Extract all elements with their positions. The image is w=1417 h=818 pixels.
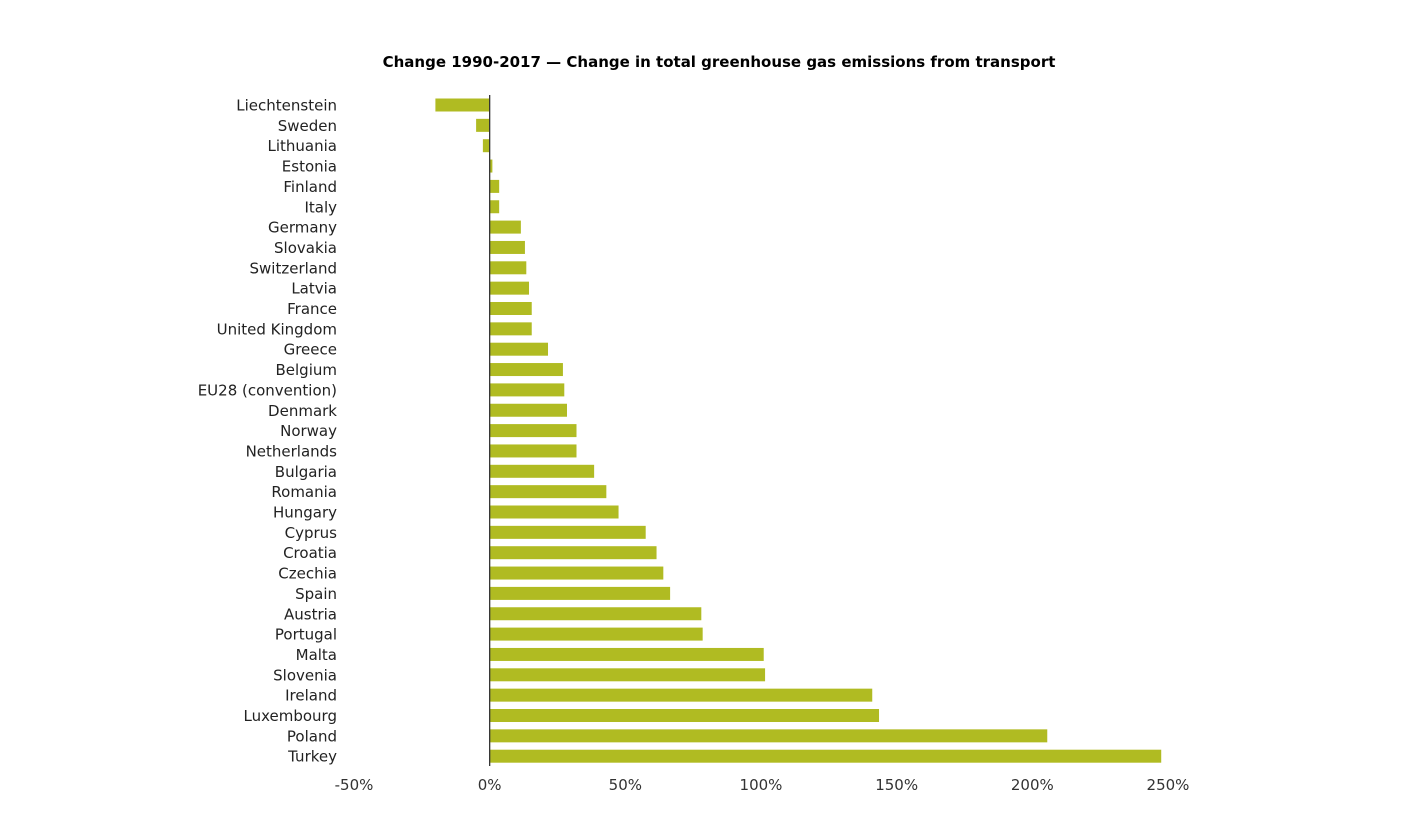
- category-label: Switzerland: [250, 259, 338, 277]
- category-label: Germany: [268, 219, 337, 237]
- category-label: Czechia: [278, 565, 337, 583]
- bar-eu28-convention[interactable]: [489, 383, 565, 397]
- category-label: Hungary: [273, 504, 337, 522]
- category-label: Portugal: [275, 626, 337, 644]
- bar-portugal[interactable]: [489, 627, 703, 641]
- bar-hungary[interactable]: [489, 505, 619, 519]
- category-label: Slovenia: [273, 666, 337, 684]
- bar-switzerland[interactable]: [489, 261, 527, 275]
- category-label: France: [287, 300, 337, 318]
- bar-malta[interactable]: [489, 647, 764, 661]
- bar-spain[interactable]: [489, 586, 671, 600]
- category-label: Belgium: [276, 361, 338, 379]
- category-label: Luxembourg: [244, 707, 338, 725]
- category-label: Greece: [284, 341, 337, 359]
- category-label: Malta: [296, 646, 337, 664]
- x-tick-label: 250%: [1147, 776, 1190, 794]
- bar-cyprus[interactable]: [489, 525, 646, 539]
- x-tick-label: 150%: [875, 776, 918, 794]
- bar-germany[interactable]: [489, 220, 521, 234]
- bar-denmark[interactable]: [489, 403, 567, 417]
- bar-netherlands[interactable]: [489, 444, 577, 458]
- category-label: Ireland: [285, 687, 337, 705]
- category-label: EU28 (convention): [198, 381, 337, 399]
- category-label: Slovakia: [274, 239, 337, 257]
- category-label: United Kingdom: [217, 320, 337, 338]
- bar-bulgaria[interactable]: [489, 464, 595, 478]
- x-axis-ticks: -50% 0% 50% 100% 150% 200% 250%: [335, 776, 1190, 794]
- bar-united-kingdom[interactable]: [489, 322, 532, 336]
- bar-czechia[interactable]: [489, 566, 664, 580]
- bar-slovakia[interactable]: [489, 240, 525, 254]
- category-label: Latvia: [291, 280, 337, 298]
- category-label: Italy: [304, 198, 337, 216]
- chart-title: Change 1990-2017 — Change in total green…: [383, 53, 1056, 71]
- x-tick-label: 200%: [1011, 776, 1054, 794]
- category-label: Finland: [283, 178, 337, 196]
- bar-greece[interactable]: [489, 342, 549, 356]
- bar-latvia[interactable]: [489, 281, 530, 295]
- bars-layer: [435, 98, 1162, 763]
- category-label: Denmark: [268, 402, 337, 420]
- bar-estonia[interactable]: [489, 159, 493, 173]
- bar-slovenia[interactable]: [489, 668, 766, 682]
- x-tick-label: 50%: [609, 776, 642, 794]
- category-label: Cyprus: [285, 524, 338, 542]
- bar-romania[interactable]: [489, 485, 607, 499]
- bar-luxembourg[interactable]: [489, 709, 880, 722]
- x-tick-label: 100%: [740, 776, 783, 794]
- category-label: Liechtenstein: [236, 97, 337, 115]
- category-label: Romania: [271, 483, 337, 501]
- category-label: Austria: [284, 605, 337, 623]
- category-label: Bulgaria: [275, 463, 337, 481]
- bar-italy[interactable]: [489, 200, 500, 214]
- category-label: Poland: [287, 727, 337, 745]
- x-tick-label: -50%: [335, 776, 374, 794]
- bar-finland[interactable]: [489, 179, 500, 193]
- category-label: Spain: [295, 585, 337, 603]
- bar-norway[interactable]: [489, 424, 577, 438]
- category-label: Croatia: [283, 544, 337, 562]
- bar-croatia[interactable]: [489, 546, 657, 560]
- category-label: Lithuania: [268, 137, 337, 155]
- bar-poland[interactable]: [489, 729, 1048, 743]
- category-label: Estonia: [282, 158, 337, 176]
- bar-lithuania[interactable]: [482, 139, 490, 153]
- bar-liechtenstein[interactable]: [435, 98, 490, 112]
- bar-turkey[interactable]: [489, 749, 1162, 763]
- bar-france[interactable]: [489, 302, 532, 315]
- category-label: Turkey: [287, 748, 337, 766]
- category-label: Netherlands: [246, 442, 338, 460]
- bar-belgium[interactable]: [489, 363, 563, 377]
- x-tick-label: 0%: [478, 776, 502, 794]
- bar-ireland[interactable]: [489, 688, 873, 702]
- bar-austria[interactable]: [489, 607, 702, 621]
- bar-sweden[interactable]: [476, 118, 490, 132]
- category-label: Norway: [280, 422, 337, 440]
- category-labels: Liechtenstein Sweden Lithuania Estonia Finla…: [198, 97, 338, 766]
- category-label: Sweden: [278, 117, 337, 135]
